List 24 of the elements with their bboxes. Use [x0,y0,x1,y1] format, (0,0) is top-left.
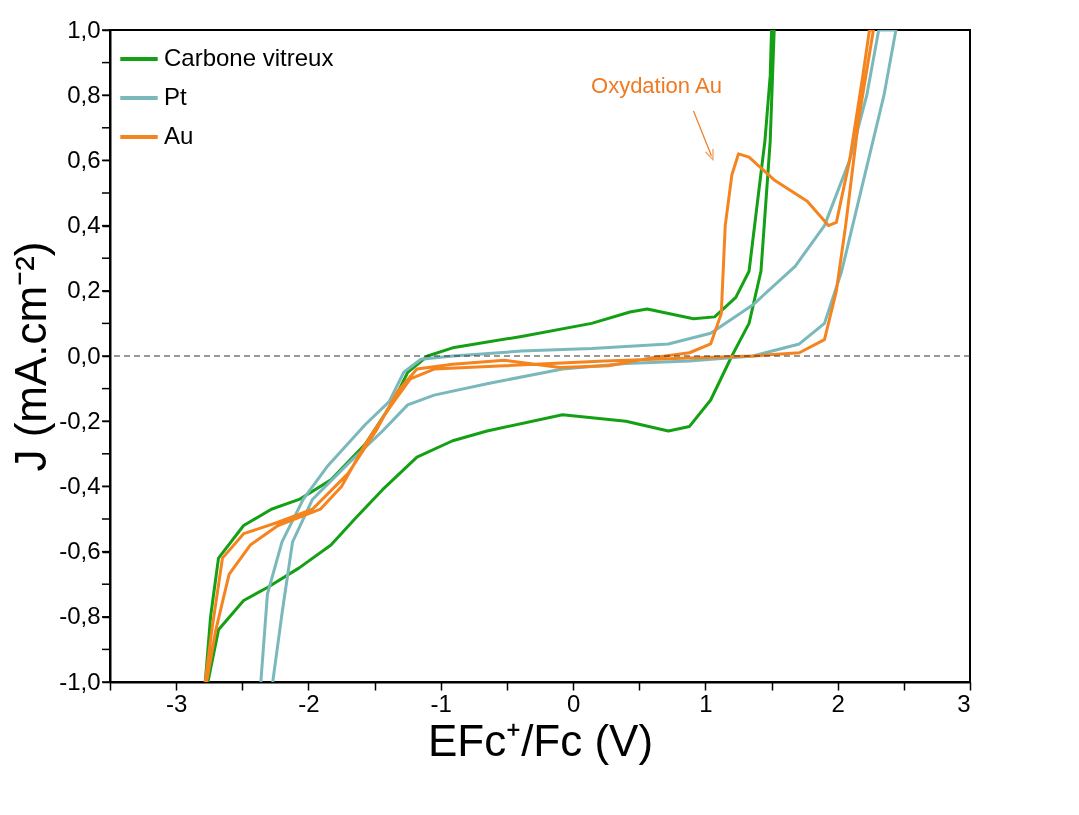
y-tick-label: -0,4 [59,471,101,499]
legend-label: Pt [164,83,188,110]
y-tick-label: 0,0 [67,341,101,369]
x-tick-label: -2 [298,689,320,717]
x-tick-label: 1 [699,689,713,717]
x-tick-label: 2 [831,689,845,717]
x-tick-label: 0 [566,689,581,717]
legend-label: Carbone vitreux [164,44,334,71]
y-axis-title: J (mA.cm⁻²) [6,241,56,472]
x-axis-title: EFc⁺/Fc (V) [427,715,654,765]
x-tick-label: -1 [430,689,452,717]
y-tick-label: 0,4 [67,211,101,239]
y-tick-label: -1,0 [59,667,101,695]
annotation: Oxydation Au [591,72,722,98]
y-tick-label: 0,8 [67,80,101,108]
x-tick-label: -3 [165,689,188,717]
y-tick-label: -0,2 [59,406,101,434]
y-tick-label: 0,2 [67,276,101,304]
y-tick-label: 1,0 [67,15,101,43]
y-tick-label: -0,6 [59,537,101,565]
x-tick-label: 3 [957,689,971,717]
y-tick-label: 0,6 [67,145,101,173]
y-tick-label: -0,8 [59,602,101,630]
legend-label: Au [164,122,194,149]
